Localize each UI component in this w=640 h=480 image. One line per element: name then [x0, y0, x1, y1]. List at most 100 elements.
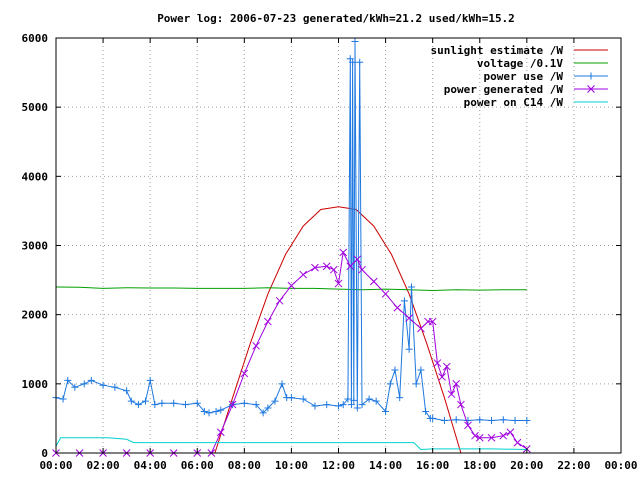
- data-point: [271, 397, 279, 405]
- data-point: [134, 401, 142, 409]
- y-tick-label: 3000: [22, 240, 49, 253]
- series-1: [55, 286, 527, 292]
- data-point: [311, 263, 319, 272]
- data-point: [240, 369, 249, 378]
- x-tick-label: 00:00: [604, 459, 637, 472]
- data-point: [344, 395, 352, 403]
- data-point: [64, 376, 72, 384]
- y-tick-label: 4000: [22, 170, 49, 183]
- data-point: [412, 380, 420, 388]
- x-tick-label: 18:00: [463, 459, 496, 472]
- data-point: [123, 387, 131, 395]
- axis-ticks: 00:00 02:00 04:00 06:00 08:00 10:00 12:00 14:00…: [22, 32, 638, 472]
- data-point: [457, 400, 465, 409]
- data-point: [264, 404, 272, 412]
- data-point: [442, 362, 451, 371]
- data-point: [523, 416, 531, 424]
- data-point: [216, 428, 225, 437]
- data-point: [433, 359, 442, 367]
- data-point: [476, 416, 484, 424]
- data-point: [386, 380, 394, 388]
- legend-marker: [587, 85, 595, 93]
- y-tick-label: 5000: [22, 101, 49, 114]
- data-point: [240, 399, 248, 407]
- data-point: [151, 401, 159, 409]
- data-point: [212, 408, 220, 415]
- data-point: [87, 376, 95, 384]
- x-tick-label: 00:00: [39, 459, 72, 472]
- legend-label: power generated /W: [444, 83, 564, 96]
- series-0: [214, 206, 462, 454]
- series-layer: [52, 37, 531, 457]
- data-point: [356, 58, 364, 66]
- data-point: [158, 399, 166, 407]
- data-point: [217, 406, 225, 414]
- data-point: [381, 290, 390, 298]
- series-line: [214, 206, 462, 454]
- data-point: [405, 314, 413, 322]
- data-point: [346, 262, 355, 271]
- data-point: [447, 390, 456, 399]
- data-point: [400, 297, 408, 305]
- data-point: [351, 37, 359, 45]
- legend-label: power on C14 /W: [464, 96, 564, 109]
- data-point: [323, 401, 331, 409]
- data-point: [349, 58, 357, 66]
- data-point: [347, 401, 355, 409]
- x-tick-label: 12:00: [322, 459, 355, 472]
- data-point: [181, 401, 189, 409]
- x-tick-label: 16:00: [416, 459, 449, 472]
- series-4: [55, 437, 527, 451]
- data-point: [353, 404, 361, 412]
- data-point: [499, 431, 508, 440]
- data-point: [71, 383, 79, 391]
- data-point: [452, 416, 460, 424]
- data-point: [365, 395, 373, 403]
- data-point: [259, 409, 267, 417]
- x-tick-label: 02:00: [87, 459, 120, 472]
- x-tick-label: 22:00: [557, 459, 590, 472]
- data-point: [205, 409, 213, 417]
- data-point: [417, 366, 425, 374]
- x-tick-label: 04:00: [134, 459, 167, 472]
- x-tick-label: 06:00: [181, 459, 214, 472]
- data-point: [513, 438, 522, 447]
- data-point: [278, 380, 286, 388]
- data-point: [228, 400, 237, 409]
- data-point: [382, 408, 390, 415]
- data-point: [193, 399, 201, 407]
- data-point: [471, 431, 479, 440]
- data-point: [339, 248, 348, 257]
- data-point: [428, 317, 437, 326]
- data-point: [440, 416, 448, 424]
- x-tick-label: 10:00: [275, 459, 308, 472]
- data-point: [299, 395, 307, 403]
- data-point: [407, 283, 415, 291]
- data-point: [358, 401, 366, 409]
- data-point: [252, 401, 260, 409]
- series-3: [52, 248, 531, 457]
- x-tick-label: 20:00: [510, 459, 543, 472]
- data-point: [429, 414, 437, 422]
- data-point: [287, 281, 296, 290]
- legend-label: voltage /0.1V: [477, 57, 563, 70]
- data-point: [335, 402, 342, 410]
- data-point: [452, 379, 461, 388]
- data-point: [170, 399, 178, 407]
- data-point: [334, 279, 343, 288]
- x-tick-label: 14:00: [369, 459, 402, 472]
- data-point: [252, 341, 260, 350]
- data-point: [464, 416, 472, 424]
- data-point: [422, 408, 430, 415]
- data-point: [417, 324, 425, 333]
- chart-title: Power log: 2006-07-23 generated/kWh=21.2…: [157, 12, 515, 25]
- data-point: [372, 397, 380, 405]
- data-point: [499, 416, 507, 424]
- series-line: [55, 437, 527, 451]
- data-point: [299, 270, 308, 279]
- y-tick-label: 6000: [22, 32, 49, 45]
- data-point: [200, 408, 208, 415]
- y-tick-label: 2000: [22, 309, 49, 322]
- data-point: [358, 265, 366, 274]
